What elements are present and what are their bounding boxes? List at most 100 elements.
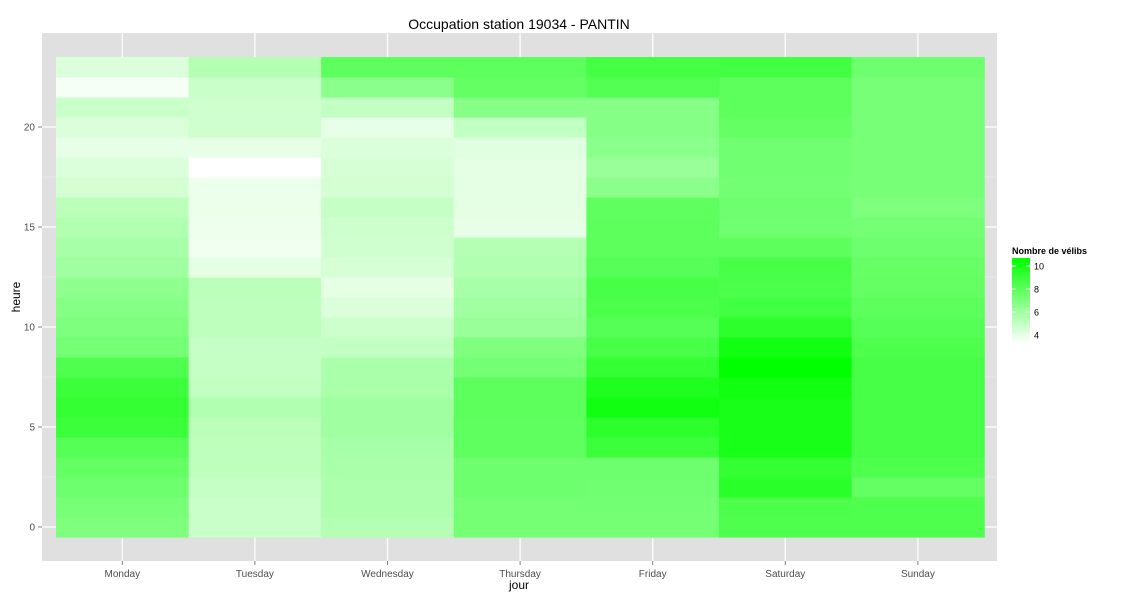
x-tick-label: Wednesday bbox=[361, 569, 414, 580]
heatmap-cell bbox=[188, 277, 322, 298]
heatmap-cell bbox=[719, 337, 853, 358]
heatmap-cell bbox=[586, 277, 720, 298]
heatmap-cell bbox=[321, 377, 455, 398]
heatmap-cell bbox=[851, 277, 985, 298]
heatmap-cell bbox=[321, 277, 455, 298]
heatmap-cell bbox=[321, 197, 455, 218]
heatmap-cell bbox=[586, 97, 720, 118]
x-tick-label: Tuesday bbox=[236, 569, 274, 580]
heatmap-cell bbox=[719, 417, 853, 438]
heatmap-cell bbox=[586, 377, 720, 398]
heatmap-cell bbox=[453, 197, 587, 218]
heatmap-cell bbox=[453, 237, 587, 258]
heatmap-cell bbox=[586, 357, 720, 378]
legend-ticks: 4 6 8 10 bbox=[1012, 262, 1044, 340]
heatmap-cell bbox=[56, 297, 190, 318]
heatmap-cell bbox=[56, 157, 190, 178]
y-tick-label: 15 bbox=[24, 223, 36, 234]
heatmap-cell bbox=[188, 137, 322, 158]
heatmap-cell bbox=[453, 257, 587, 278]
heatmap-cell bbox=[188, 177, 322, 198]
heatmap-cell bbox=[586, 237, 720, 258]
heatmap-cell bbox=[719, 77, 853, 98]
heatmap-cell bbox=[321, 77, 455, 98]
heatmap-cell bbox=[56, 217, 190, 238]
heatmap-cell bbox=[453, 437, 587, 458]
heatmap-cell bbox=[453, 497, 587, 518]
heatmap-cell bbox=[321, 497, 455, 518]
heatmap-cell bbox=[56, 517, 190, 538]
heatmap-cell bbox=[56, 137, 190, 158]
heatmap-cell bbox=[188, 297, 322, 318]
heatmap-cell bbox=[56, 437, 190, 458]
heatmap-cell bbox=[188, 377, 322, 398]
heatmap-cell bbox=[719, 397, 853, 418]
heatmap-cell bbox=[453, 457, 587, 478]
heatmap-cell bbox=[188, 417, 322, 438]
heatmap-cell bbox=[586, 177, 720, 198]
heatmap-cell bbox=[719, 457, 853, 478]
heatmap-cell bbox=[56, 377, 190, 398]
heatmap-cell bbox=[851, 337, 985, 358]
heatmap-cell bbox=[851, 157, 985, 178]
heatmap-cell bbox=[188, 57, 322, 78]
x-axis-ticks: Monday Tuesday Wednesday Thursday Friday Satu… bbox=[105, 561, 935, 580]
heatmap-cell bbox=[719, 97, 853, 118]
heatmap-cell bbox=[586, 137, 720, 158]
x-tick-label: Sunday bbox=[901, 569, 935, 580]
heatmap-cell bbox=[453, 337, 587, 358]
heatmap-cell bbox=[188, 317, 322, 338]
legend-tick-label: 10 bbox=[1034, 262, 1044, 272]
heatmap-cell bbox=[321, 97, 455, 118]
heatmap-cell bbox=[719, 437, 853, 458]
heatmap-cell bbox=[56, 457, 190, 478]
heatmap-cell bbox=[321, 57, 455, 78]
heatmap-cell bbox=[321, 457, 455, 478]
heatmap-cell bbox=[719, 57, 853, 78]
y-axis-label: heure bbox=[9, 281, 23, 312]
heatmap-cell bbox=[56, 397, 190, 418]
heatmap-cell bbox=[851, 517, 985, 538]
heatmap-cell bbox=[321, 417, 455, 438]
heatmap-cell bbox=[188, 157, 322, 178]
heatmap-cell bbox=[719, 497, 853, 518]
heatmap-cell bbox=[56, 237, 190, 258]
heatmap-cell bbox=[719, 377, 853, 398]
heatmap-cell bbox=[56, 417, 190, 438]
heatmap-cell bbox=[56, 57, 190, 78]
x-tick-label: Monday bbox=[105, 569, 141, 580]
heatmap-cell bbox=[586, 417, 720, 438]
legend-colorbar bbox=[1012, 258, 1030, 344]
heatmap-cell bbox=[586, 457, 720, 478]
heatmap-cell bbox=[719, 357, 853, 378]
heatmap-cell bbox=[851, 397, 985, 418]
heatmap-cell bbox=[321, 217, 455, 238]
heatmap-cell bbox=[719, 177, 853, 198]
heatmap-cell bbox=[851, 377, 985, 398]
heatmap-cell bbox=[586, 157, 720, 178]
heatmap-cell bbox=[453, 137, 587, 158]
legend-tick-label: 4 bbox=[1034, 330, 1039, 340]
heatmap-cell bbox=[188, 397, 322, 418]
heatmap-cell bbox=[56, 117, 190, 138]
heatmap-cell bbox=[188, 217, 322, 238]
heatmap-cell bbox=[321, 357, 455, 378]
heatmap-cell bbox=[719, 157, 853, 178]
heatmap-cell bbox=[188, 457, 322, 478]
legend: Nombre de vélibs 4 6 8 10 bbox=[1012, 246, 1087, 344]
y-axis-ticks: 0 5 10 15 20 bbox=[24, 123, 42, 534]
heatmap-cell bbox=[56, 197, 190, 218]
heatmap-cell bbox=[56, 277, 190, 298]
heatmap-cell bbox=[719, 137, 853, 158]
heatmap-cell bbox=[586, 217, 720, 238]
heatmap-cell bbox=[321, 517, 455, 538]
heatmap-cell bbox=[851, 477, 985, 498]
heatmap-cell bbox=[851, 357, 985, 378]
heatmap-cell bbox=[851, 137, 985, 158]
heatmap-cell bbox=[321, 397, 455, 418]
heatmap-cell bbox=[188, 337, 322, 358]
heatmap-cell bbox=[719, 197, 853, 218]
heatmap-cell bbox=[719, 117, 853, 138]
heatmap-cell bbox=[453, 277, 587, 298]
